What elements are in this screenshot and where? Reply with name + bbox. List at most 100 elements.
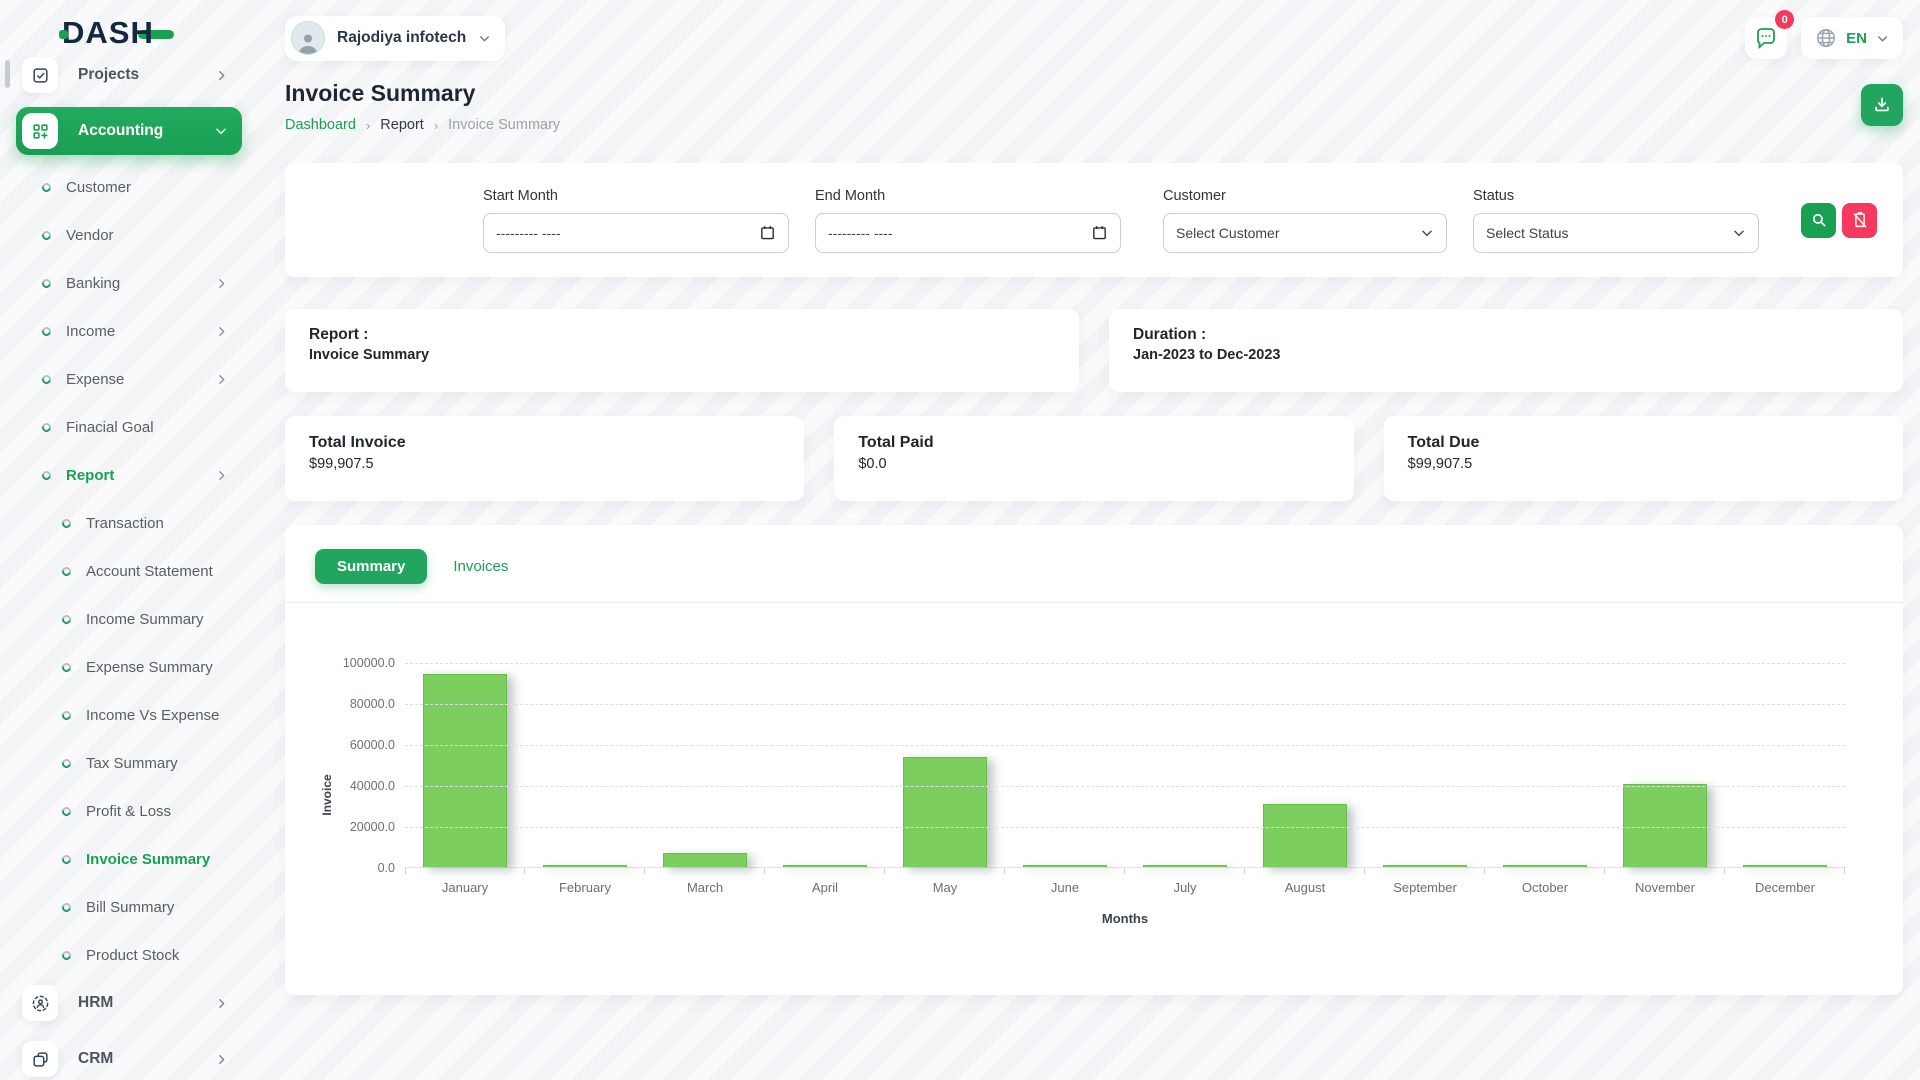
tab-divider [285, 602, 1903, 603]
bar-slot-september [1365, 663, 1485, 867]
status-label: Status [1473, 188, 1759, 204]
download-button[interactable] [1861, 84, 1903, 126]
y-tick-label: 80000.0 [350, 697, 395, 711]
bullet-ring-icon [60, 565, 72, 577]
start-month-input[interactable]: --------- ---- [483, 213, 789, 253]
y-axis-labels: 100000.080000.060000.040000.020000.00.0 [339, 663, 405, 868]
calendar-icon [1091, 224, 1108, 241]
gridline [405, 745, 1845, 746]
sidebar-item-label: Income Summary [86, 611, 228, 628]
download-icon [1872, 95, 1892, 115]
total-due-card: Total Due $99,907.5 [1384, 416, 1903, 501]
bar-december [1743, 865, 1827, 867]
report-card: Report : Invoice Summary [285, 309, 1079, 392]
sidebar-item-income-summary[interactable]: Income Summary [0, 595, 258, 643]
sidebar-item-banking[interactable]: Banking [0, 259, 258, 307]
sidebar-item-account-statement[interactable]: Account Statement [0, 547, 258, 595]
sidebar-item-hrm[interactable]: HRM [16, 979, 242, 1027]
language-selector[interactable]: EN [1801, 17, 1903, 59]
sidebar-item-expense-summary[interactable]: Expense Summary [0, 643, 258, 691]
breadcrumb-report[interactable]: Report [380, 117, 424, 133]
gridline [405, 786, 1845, 787]
start-month-placeholder: --------- ---- [496, 225, 561, 241]
status-select[interactable]: Select Status [1473, 213, 1759, 253]
sidebar-item-invoice-summary[interactable]: Invoice Summary [0, 835, 258, 883]
bullet-ring-icon [60, 709, 72, 721]
breadcrumb-dashboard[interactable]: Dashboard [285, 117, 356, 133]
tasks-icon [22, 57, 58, 93]
bar-slot-january [405, 663, 525, 867]
x-tick-label-may: May [885, 880, 1005, 895]
hrm-icon [22, 985, 58, 1021]
tab-summary[interactable]: Summary [315, 549, 427, 584]
sidebar-item-finacial-goal[interactable]: Finacial Goal [0, 403, 258, 451]
x-tick-label-august: August [1245, 880, 1365, 895]
end-month-input[interactable]: --------- ---- [815, 213, 1121, 253]
sidebar-item-expense[interactable]: Expense [0, 355, 258, 403]
sidebar-item-label: Projects [78, 66, 215, 84]
sidebar-item-income-vs-expense[interactable]: Income Vs Expense [0, 691, 258, 739]
bullet-ring-icon [60, 805, 72, 817]
tabs: Summary Invoices [315, 549, 1873, 584]
sidebar-item-label: Product Stock [86, 947, 228, 964]
bar-slot-july [1125, 663, 1245, 867]
report-value: Invoice Summary [309, 347, 1055, 363]
y-tick-label: 0.0 [378, 861, 395, 875]
bar-slot-april [765, 663, 885, 867]
sidebar-item-transaction[interactable]: Transaction [0, 499, 258, 547]
report-info-row: Report : Invoice Summary Duration : Jan-… [285, 309, 1903, 392]
sidebar-item-accounting[interactable]: Accounting [16, 107, 242, 155]
topbar: Rajodiya infotech 0 EN [285, 0, 1903, 66]
sidebar-item-projects[interactable]: Projects [16, 55, 242, 99]
company-name: Rajodiya infotech [337, 29, 466, 47]
company-dropdown[interactable]: Rajodiya infotech [285, 16, 505, 61]
sidebar-item-product-stock[interactable]: Product Stock [0, 931, 258, 979]
sidebar-item-label: Vendor [66, 227, 228, 244]
bullet-ring-icon [60, 517, 72, 529]
customer-select[interactable]: Select Customer [1163, 213, 1447, 253]
sidebar-item-customer[interactable]: Customer [0, 163, 258, 211]
sidebar-item-crm[interactable]: CRM [16, 1035, 242, 1080]
search-button[interactable] [1801, 203, 1836, 238]
bar-slot-october [1485, 663, 1605, 867]
x-tick-label-september: September [1365, 880, 1485, 895]
invoice-bar-chart: Invoice 100000.080000.060000.040000.0200… [315, 663, 1873, 926]
bullet-ring-icon [40, 421, 52, 433]
person-icon [296, 30, 320, 54]
sidebar-item-label: Income [66, 323, 215, 340]
bullet-ring-icon [40, 277, 52, 289]
bar-february [543, 865, 627, 867]
brand-logo[interactable]: DASH [62, 16, 174, 50]
x-tick-label-march: March [645, 880, 765, 895]
sidebar-item-label: Invoice Summary [86, 851, 228, 868]
sidebar-item-label: Banking [66, 275, 215, 292]
sidebar-item-label: Bill Summary [86, 899, 228, 916]
sidebar-item-label: Expense [66, 371, 215, 388]
sidebar-item-bill-summary[interactable]: Bill Summary [0, 883, 258, 931]
sidebar-item-report[interactable]: Report [0, 451, 258, 499]
tab-invoices[interactable]: Invoices [453, 549, 508, 584]
breadcrumb: Dashboard › Report › Invoice Summary [285, 117, 560, 133]
sidebar-item-vendor[interactable]: Vendor [0, 211, 258, 259]
messages-button[interactable]: 0 [1745, 17, 1787, 59]
chevron-right-icon [215, 997, 228, 1010]
sidebar: DASH Projects Accounting Customer Vendor Ban… [0, 0, 258, 1080]
filter-panel: Start Month --------- ---- End Month ---… [285, 163, 1903, 277]
messages-count-badge: 0 [1775, 10, 1794, 29]
bar-slot-august [1245, 663, 1365, 867]
search-icon [1810, 211, 1828, 229]
reset-filter-button[interactable] [1842, 203, 1877, 238]
bullet-ring-icon [60, 613, 72, 625]
total-due-value: $99,907.5 [1408, 456, 1879, 472]
bar-slot-may [885, 663, 1005, 867]
sidebar-item-tax-summary[interactable]: Tax Summary [0, 739, 258, 787]
bar-january [423, 674, 507, 867]
sidebar-item-profit-loss[interactable]: Profit & Loss [0, 787, 258, 835]
sidebar-item-income[interactable]: Income [0, 307, 258, 355]
x-tick-label-december: December [1725, 880, 1845, 895]
main-content: Rajodiya infotech 0 EN [258, 0, 1920, 1080]
totals-row: Total Invoice $99,907.5 Total Paid $0.0 … [285, 416, 1903, 501]
x-tick-label-january: January [405, 880, 525, 895]
brand-logo-dot [59, 30, 68, 39]
gridline [405, 827, 1845, 828]
